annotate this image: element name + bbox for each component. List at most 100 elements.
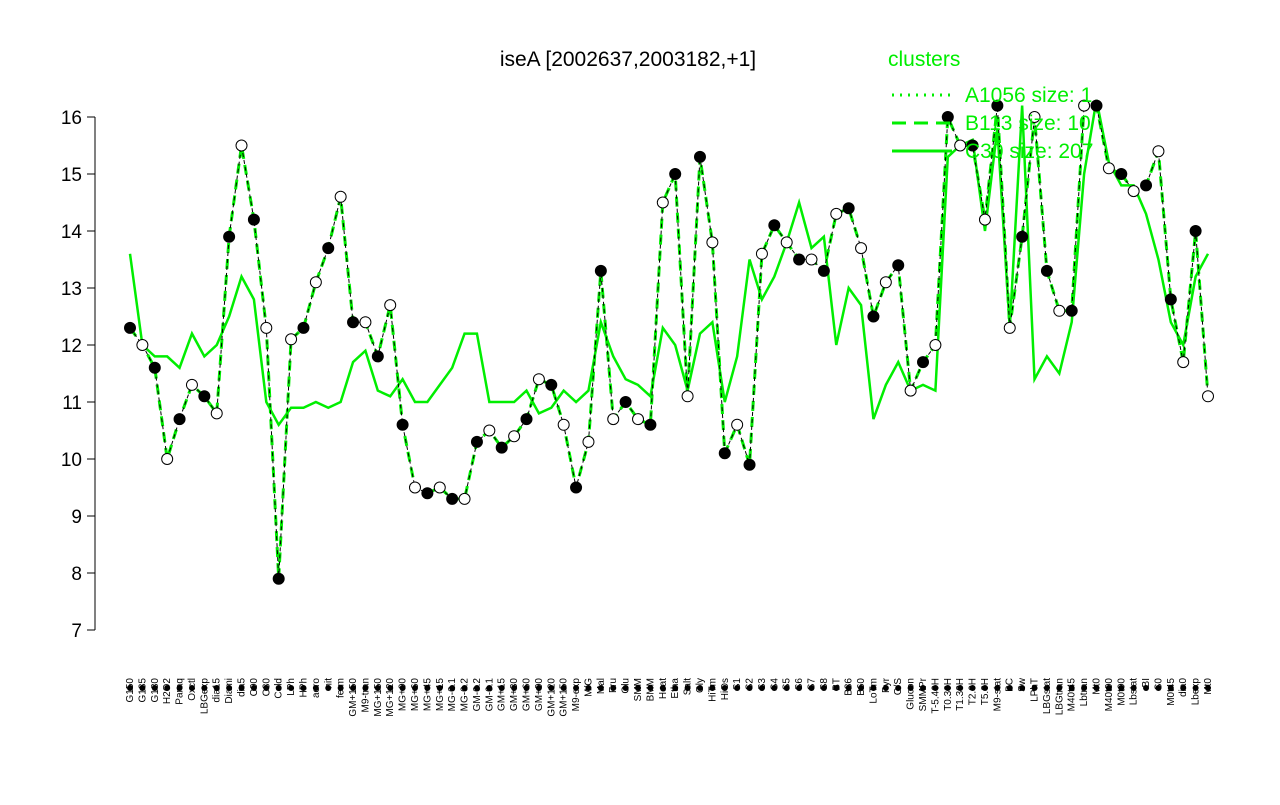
point <box>842 202 855 215</box>
x-marker <box>535 685 542 691</box>
x-marker <box>176 685 183 691</box>
x-tick-label: B36 <box>844 678 855 696</box>
x-tick-label: M40t45 <box>1067 678 1078 712</box>
y-tick-label: 13 <box>61 279 82 300</box>
x-tick-label: T0.30H <box>943 678 954 711</box>
x-marker <box>573 685 580 691</box>
x-marker <box>684 685 691 691</box>
x-tick-label: T-5.40H <box>930 678 941 714</box>
x-marker <box>350 685 357 691</box>
x-marker <box>969 685 976 691</box>
x-tick-label: Lbtran <box>1079 678 1090 706</box>
x-marker <box>721 685 728 691</box>
point <box>285 333 298 346</box>
y-tick-label: 7 <box>71 621 82 642</box>
x-tick-label: LBGexp <box>199 678 210 715</box>
x-tick-label: Mal <box>596 678 607 694</box>
x-tick-label: S8 <box>819 678 830 691</box>
x-tick-label: GM+120 <box>546 678 557 717</box>
x-marker <box>746 685 753 691</box>
x-tick-label: Fru <box>608 678 619 693</box>
y-tick-label: 15 <box>61 165 82 186</box>
x-tick-label: MG+120 <box>385 678 396 717</box>
x-marker <box>709 685 716 691</box>
x-marker <box>895 685 902 691</box>
point <box>570 481 583 494</box>
x-tick-label: LoTm <box>868 678 879 704</box>
point <box>1102 162 1115 175</box>
x-marker <box>808 685 815 691</box>
x-tick-label: dia15 <box>212 678 223 703</box>
x-marker <box>300 685 307 691</box>
x-tick-label: BT <box>831 678 842 691</box>
point <box>148 361 161 374</box>
point <box>1152 145 1165 158</box>
x-tick-label: GM+150 <box>348 678 359 717</box>
x-marker <box>151 685 158 691</box>
x-tick-label: S0 <box>1153 678 1164 691</box>
x-tick-label: Glucon <box>906 678 917 710</box>
x-tick-label: GM+90 <box>534 678 545 712</box>
x-marker <box>411 685 418 691</box>
x-tick-label: M9-exp <box>571 678 582 712</box>
x-marker <box>610 685 617 691</box>
point <box>805 253 818 266</box>
point <box>656 196 669 209</box>
x-tick-label: S2 <box>745 678 756 691</box>
x-tick-label: GM-0.2 <box>472 678 483 712</box>
x-marker <box>858 685 865 691</box>
x-marker <box>1180 685 1187 691</box>
x-tick-label: MG+15 <box>435 678 446 712</box>
x-tick-label: GM+30 <box>509 678 520 712</box>
x-tick-label: LPh <box>286 678 297 696</box>
point <box>817 264 830 277</box>
point <box>867 310 880 323</box>
point <box>954 139 967 152</box>
point <box>124 321 136 334</box>
point <box>1028 111 1041 123</box>
x-tick-label: MG+45 <box>422 678 433 712</box>
x-tick-label: Gly <box>695 678 706 693</box>
x-marker <box>1081 685 1088 691</box>
x-marker <box>250 685 257 691</box>
point <box>607 413 620 426</box>
x-tick-label: S6 <box>794 678 805 691</box>
point <box>235 139 248 152</box>
x-marker <box>758 685 765 691</box>
point <box>1078 99 1091 112</box>
x-marker <box>238 685 245 691</box>
x-tick-label: G135 <box>137 678 148 703</box>
point <box>483 424 496 437</box>
gene-line <box>129 105 1209 579</box>
point <box>557 418 570 431</box>
x-marker <box>696 685 703 691</box>
point <box>978 213 991 226</box>
x-marker <box>164 685 171 691</box>
point <box>594 264 607 277</box>
cluster-line <box>128 99 1210 428</box>
point <box>768 219 781 232</box>
point <box>706 236 719 249</box>
point <box>1090 99 1103 112</box>
x-marker <box>325 685 332 691</box>
x-marker <box>833 685 840 691</box>
x-marker <box>1043 685 1050 691</box>
x-tick-label: nit <box>323 678 334 689</box>
point <box>1127 185 1140 198</box>
point <box>470 435 483 448</box>
x-tick-label: Mt0 <box>1203 678 1214 695</box>
point <box>632 413 645 426</box>
x-tick-label: T1.30H <box>955 678 966 711</box>
point <box>520 413 533 426</box>
point <box>693 150 706 163</box>
point <box>545 378 558 391</box>
x-marker <box>127 685 133 691</box>
point <box>371 350 384 363</box>
point <box>161 453 174 465</box>
point <box>532 373 545 386</box>
x-tick-label: SMM <box>633 678 644 701</box>
x-tick-label: Sw <box>1017 677 1028 692</box>
point <box>1003 321 1016 334</box>
x-tick-label: LBGtran <box>1054 678 1065 715</box>
y-tick-label: 11 <box>62 393 82 414</box>
